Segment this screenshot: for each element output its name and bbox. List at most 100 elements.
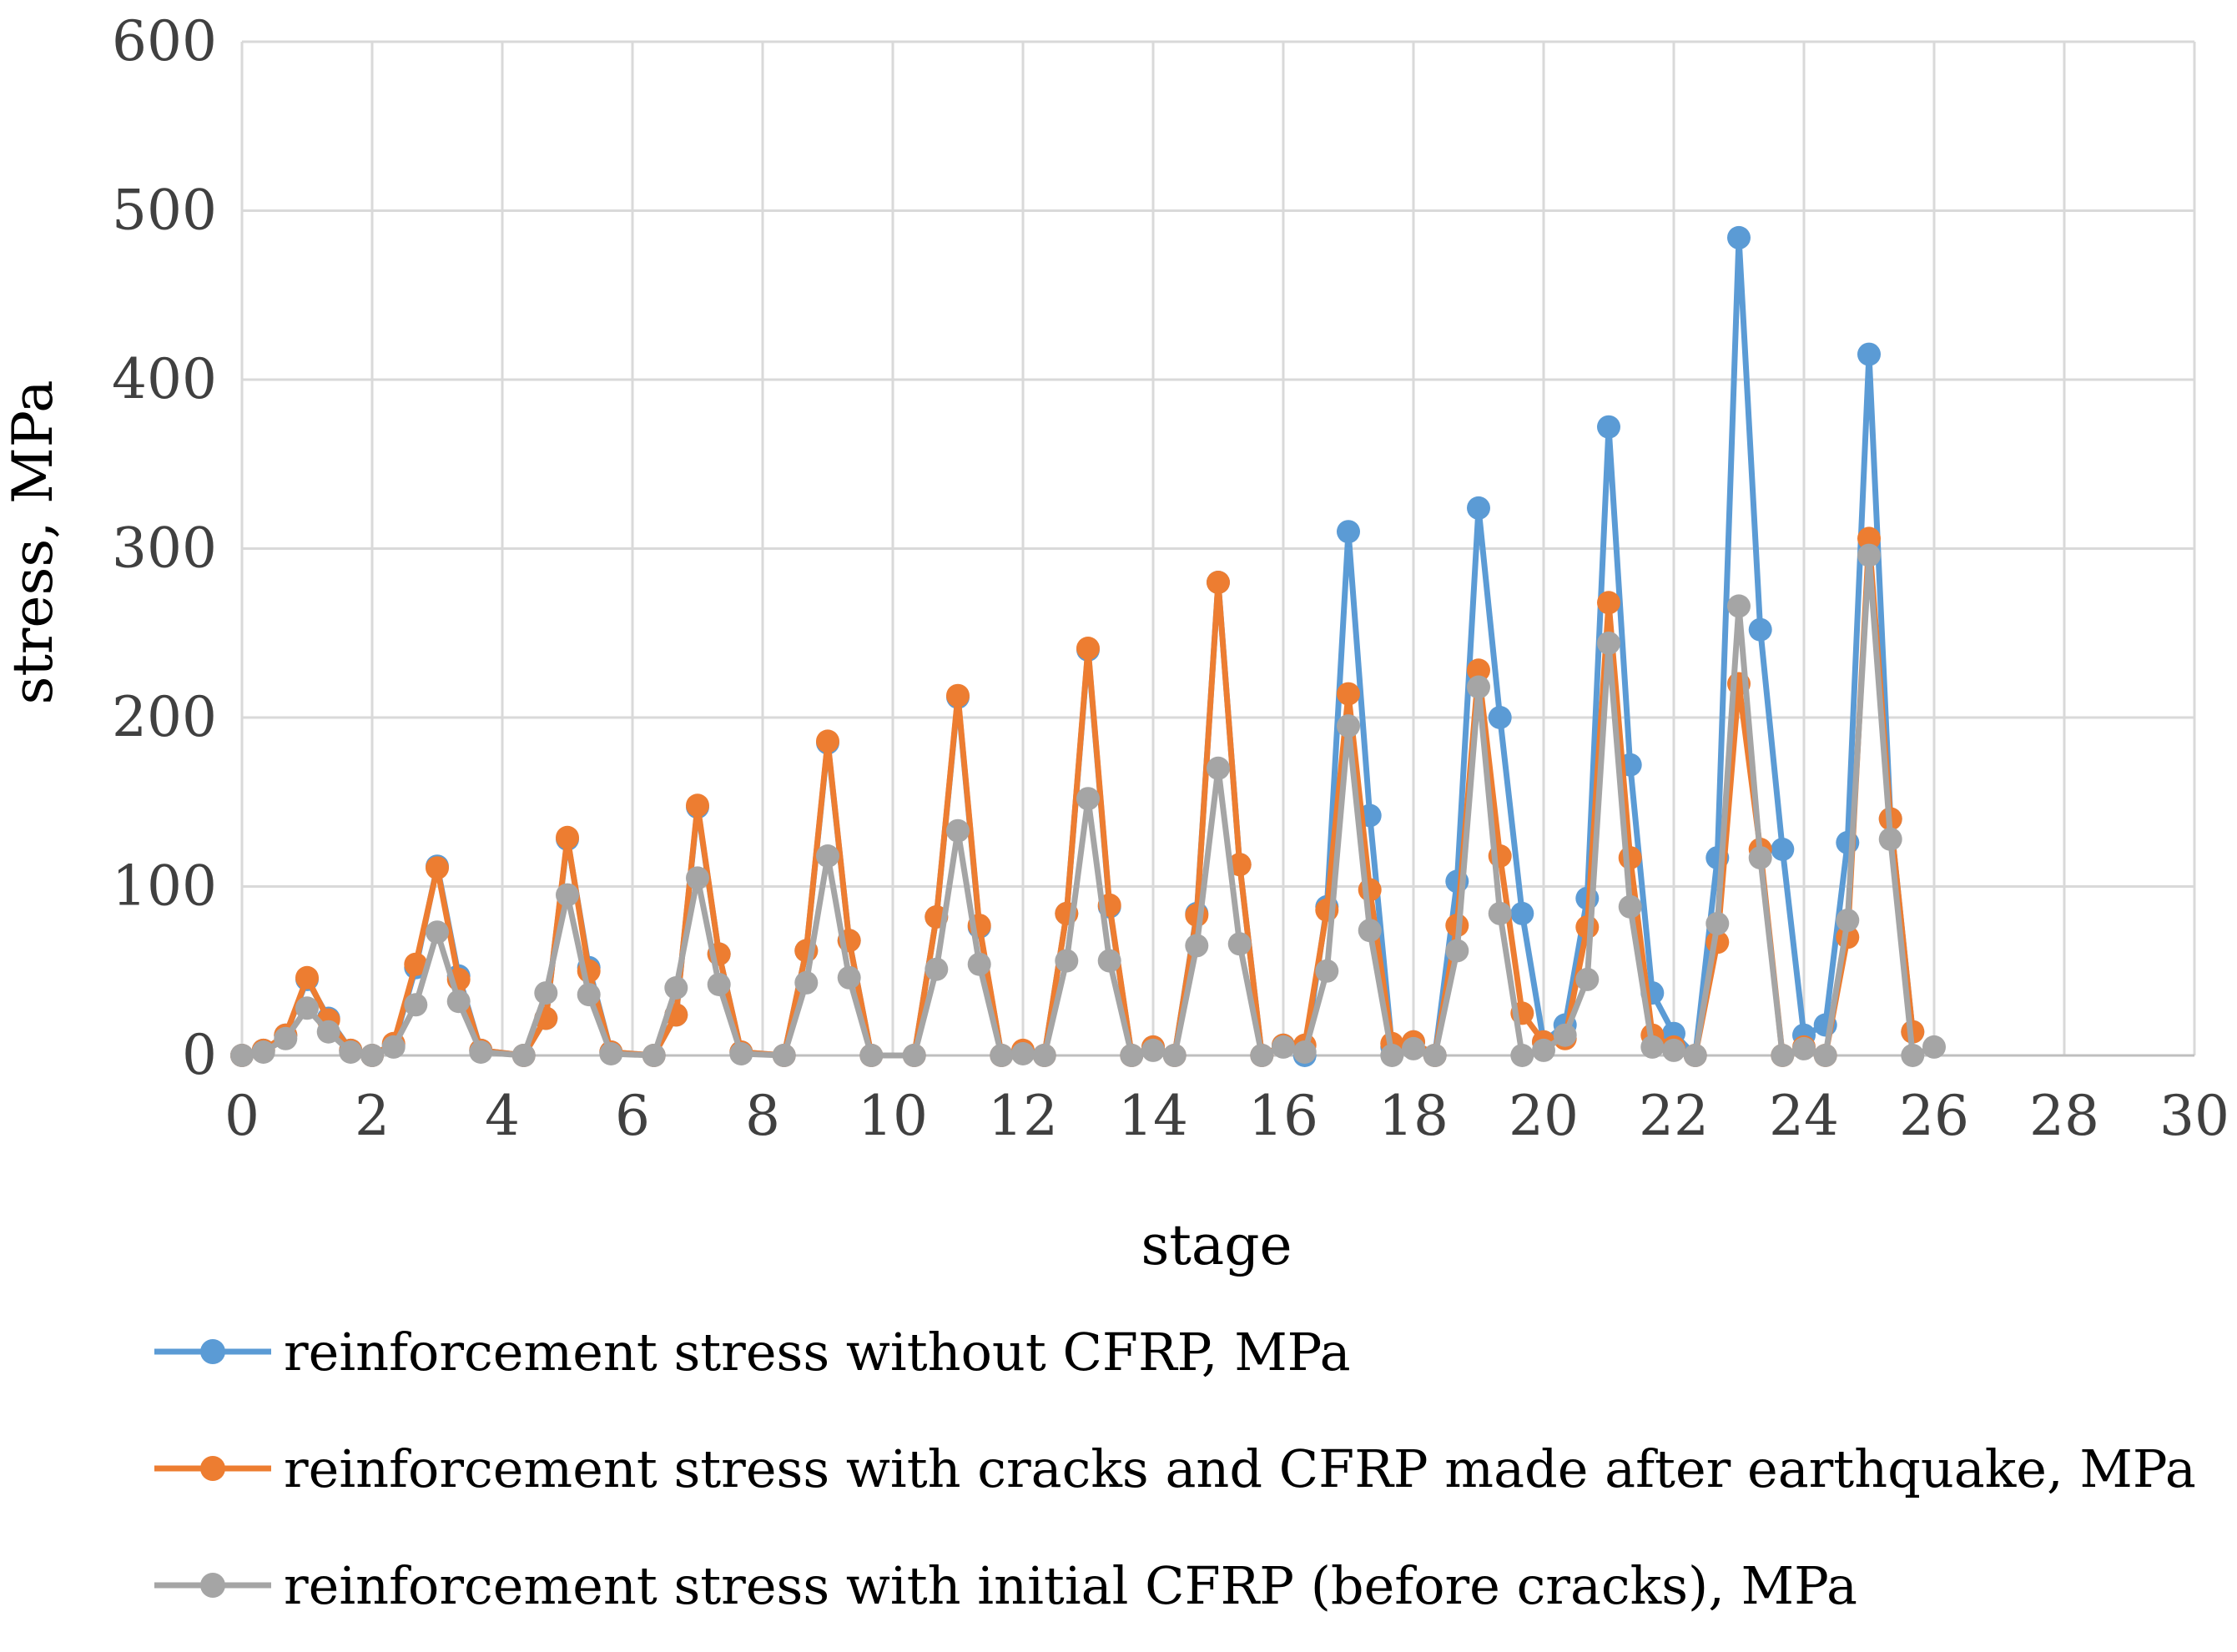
data-point [1162, 1044, 1187, 1067]
legend-label: reinforcement stress with cracks and CFR… [284, 1438, 2196, 1499]
series-3 [230, 543, 1946, 1067]
y-tick-labels: 0 100 200 300 400 500 600 [112, 9, 217, 1087]
data-point [1771, 1044, 1795, 1067]
data-point [1076, 637, 1100, 660]
legend: reinforcement stress without CFRP, MPa re… [154, 1322, 2196, 1616]
data-point [1857, 543, 1881, 567]
data-point [1683, 1044, 1707, 1067]
data-point [1423, 1044, 1447, 1067]
data-point [1250, 1044, 1274, 1067]
data-point [230, 1044, 254, 1067]
legend-item-2: reinforcement stress with cracks and CFR… [154, 1438, 2196, 1499]
data-point [1467, 496, 1490, 520]
data-point [1727, 594, 1751, 618]
x-tick-label: 8 [745, 1084, 780, 1148]
x-tick-label: 20 [1509, 1084, 1579, 1148]
data-point [990, 1044, 1014, 1067]
legend-label: reinforcement stress without CFRP, MPa [284, 1322, 1351, 1383]
x-tick-label: 4 [485, 1084, 520, 1148]
data-point [1597, 415, 1620, 439]
data-point [1315, 959, 1339, 983]
data-point [1597, 591, 1620, 615]
data-point [1032, 1044, 1056, 1067]
data-point [837, 965, 861, 990]
data-point [1011, 1042, 1035, 1065]
x-tick-label: 26 [1899, 1084, 1969, 1148]
data-point [1597, 631, 1620, 655]
data-point [556, 883, 579, 907]
data-point [426, 920, 449, 944]
x-tick-label: 24 [1769, 1084, 1839, 1148]
data-point [360, 1044, 384, 1067]
data-point [1097, 949, 1121, 973]
data-point [1618, 846, 1642, 870]
data-point [556, 825, 579, 849]
data-point [1358, 919, 1382, 943]
data-point [1792, 1036, 1816, 1060]
x-tick-label: 28 [2029, 1084, 2099, 1148]
data-point [1467, 675, 1490, 699]
data-point [274, 1026, 298, 1050]
legend-marker [200, 1456, 225, 1481]
data-point [1207, 756, 1230, 780]
data-point [1207, 571, 1230, 594]
y-axis-title: stress, MPa [1, 380, 65, 704]
data-point [859, 1044, 884, 1067]
x-tick-label: 14 [1118, 1084, 1188, 1148]
data-point [925, 957, 949, 981]
data-point [816, 729, 839, 753]
data-point [1337, 520, 1360, 544]
data-point [404, 952, 428, 976]
y-tick-label: 600 [112, 9, 217, 73]
data-point [1272, 1035, 1295, 1059]
data-point [1857, 526, 1881, 551]
y-tick-label: 300 [112, 516, 217, 581]
data-point [295, 965, 319, 990]
data-point [1467, 658, 1490, 682]
data-point [729, 1042, 753, 1065]
data-point [446, 990, 471, 1014]
series-layer [230, 225, 1946, 1067]
data-point [1748, 617, 1772, 642]
data-point [295, 996, 319, 1020]
data-point [1857, 342, 1881, 366]
x-tick-labels: 0 2 4 6 8 10 12 14 16 18 20 22 24 26 28 30 [224, 1084, 2229, 1148]
data-point [1227, 932, 1252, 956]
data-point [1878, 827, 1902, 851]
data-point [511, 1044, 536, 1067]
data-point [1510, 1044, 1534, 1067]
data-point [1836, 909, 1860, 932]
data-point [1575, 967, 1600, 991]
x-tick-label: 12 [988, 1084, 1058, 1148]
y-tick-label: 100 [112, 854, 217, 919]
x-axis-title: stage [1141, 1213, 1292, 1277]
data-point [1727, 225, 1751, 249]
data-point [794, 970, 819, 995]
data-point [404, 993, 428, 1017]
data-point [1748, 846, 1772, 870]
legend-item-1: reinforcement stress without CFRP, MPa [154, 1322, 1351, 1383]
x-tick-label: 6 [615, 1084, 650, 1148]
data-point [577, 983, 601, 1007]
data-point [1358, 878, 1382, 902]
data-point [469, 1040, 493, 1064]
data-point [1640, 1035, 1665, 1059]
data-point [1380, 1044, 1404, 1067]
data-point [599, 1042, 623, 1065]
data-point [1662, 1038, 1685, 1062]
data-point [1705, 912, 1730, 935]
data-point [1553, 1023, 1577, 1047]
data-point [339, 1040, 363, 1064]
gridlines [240, 40, 2196, 1057]
legend-label: reinforcement stress with initial CFRP (… [284, 1555, 1857, 1616]
data-point [1510, 901, 1534, 925]
x-tick-label: 18 [1378, 1084, 1449, 1148]
data-point [1922, 1035, 1946, 1059]
data-point [707, 973, 731, 996]
y-tick-label: 500 [112, 179, 217, 243]
data-point [686, 793, 709, 818]
data-point [381, 1035, 406, 1059]
data-point [902, 1044, 926, 1067]
